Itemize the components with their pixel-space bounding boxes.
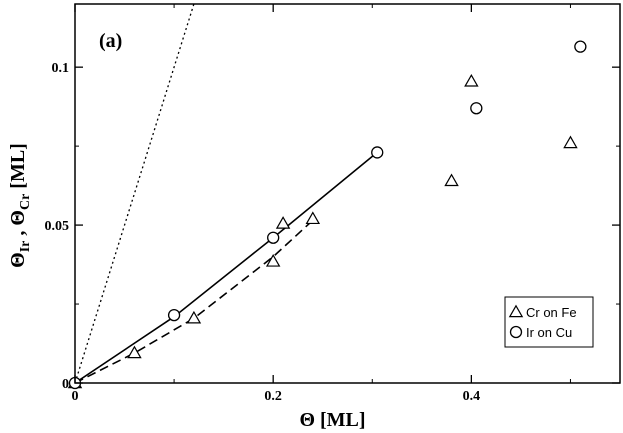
x-tick-label: 0: [72, 389, 79, 404]
line-dashed: [75, 219, 314, 383]
data-point-triangle: [275, 216, 291, 229]
data-point-triangle: [305, 211, 321, 225]
data-point-triangle: [265, 253, 281, 267]
y-tick-label: 0.05: [45, 219, 70, 234]
data-point-circle: [574, 40, 587, 53]
legend-label: Ir on Cu: [526, 325, 572, 340]
data-point-circle: [267, 231, 280, 244]
data-point-triangle: [444, 173, 459, 187]
data-point-triangle: [464, 73, 479, 87]
y-tick-label: 0: [62, 377, 69, 392]
legend-label: Cr on Fe: [526, 305, 577, 320]
data-point-triangle: [186, 310, 202, 324]
y-axis-title-sep: , Θ: [7, 210, 29, 241]
x-tick-label: 0.2: [264, 389, 282, 404]
line-dotted: [75, 4, 195, 383]
panel-label: (a): [99, 30, 122, 52]
ticks-layer: 0 0.2 0.4 0 0.05 0.1: [45, 4, 620, 404]
x-axis-title: Θ [ML]: [299, 409, 365, 431]
legend-marker-triangle: [508, 304, 524, 318]
legend-box: [504, 296, 594, 348]
x-tick-label: 0.4: [463, 389, 481, 404]
y-axis-title-main: Θ: [7, 252, 29, 268]
lines-layer: [75, 4, 378, 383]
data-point-circle: [470, 102, 483, 115]
y-axis-title-sub1: Ir: [18, 241, 33, 253]
y-axis-title: ΘIr , ΘCr [ML]: [7, 143, 33, 268]
y-tick-label: 0.1: [52, 61, 70, 76]
markers-layer: [67, 40, 587, 390]
data-point-circle: [167, 308, 181, 322]
y-axis-title-unit: [ML]: [7, 143, 29, 194]
data-point-triangle: [563, 135, 578, 149]
legend: Cr on Fe Ir on Cu: [504, 296, 594, 348]
line-solid: [75, 151, 378, 383]
y-axis-title-sub2: Cr: [18, 194, 33, 210]
data-point-circle: [371, 146, 384, 159]
plot-frame: [74, 3, 621, 384]
data-point-triangle: [127, 345, 142, 359]
legend-marker-circle: [509, 325, 523, 339]
